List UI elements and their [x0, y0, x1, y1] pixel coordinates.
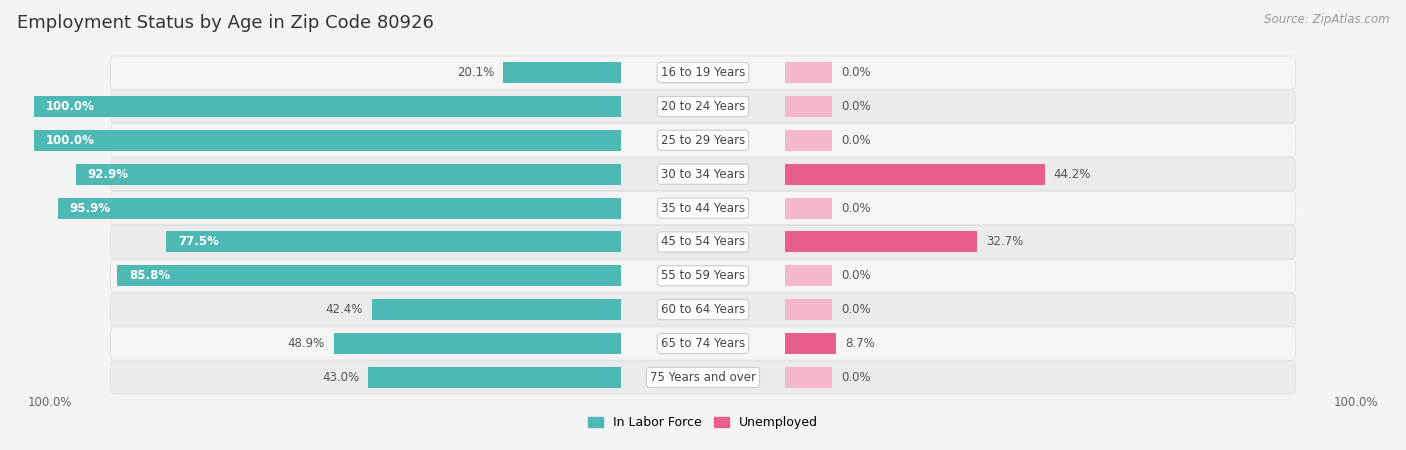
Bar [785, 367, 832, 388]
Bar [785, 130, 832, 151]
Text: 42.4%: 42.4% [326, 303, 363, 316]
Text: 77.5%: 77.5% [177, 235, 219, 248]
FancyBboxPatch shape [110, 124, 1296, 157]
Text: 95.9%: 95.9% [70, 202, 111, 215]
Text: 100.0%: 100.0% [28, 396, 73, 409]
Bar [373, 299, 621, 320]
FancyBboxPatch shape [110, 293, 1296, 326]
Text: 20.1%: 20.1% [457, 66, 494, 79]
Text: 0.0%: 0.0% [841, 371, 870, 384]
Text: 92.9%: 92.9% [87, 168, 128, 181]
Bar [333, 333, 621, 354]
FancyBboxPatch shape [110, 192, 1296, 225]
Legend: In Labor Force, Unemployed: In Labor Force, Unemployed [583, 411, 823, 434]
Text: 20 to 24 Years: 20 to 24 Years [661, 100, 745, 113]
Text: 45 to 54 Years: 45 to 54 Years [661, 235, 745, 248]
Text: 48.9%: 48.9% [288, 337, 325, 350]
Bar [785, 231, 977, 252]
Text: Source: ZipAtlas.com: Source: ZipAtlas.com [1264, 14, 1389, 27]
Text: 44.2%: 44.2% [1053, 168, 1091, 181]
Text: 0.0%: 0.0% [841, 66, 870, 79]
Bar [785, 164, 1045, 184]
Text: Employment Status by Age in Zip Code 80926: Employment Status by Age in Zip Code 809… [17, 14, 433, 32]
Bar [785, 333, 837, 354]
Text: 30 to 34 Years: 30 to 34 Years [661, 168, 745, 181]
FancyBboxPatch shape [110, 225, 1296, 258]
Bar [785, 266, 832, 286]
Text: 65 to 74 Years: 65 to 74 Years [661, 337, 745, 350]
Text: 35 to 44 Years: 35 to 44 Years [661, 202, 745, 215]
Text: 25 to 29 Years: 25 to 29 Years [661, 134, 745, 147]
Text: 0.0%: 0.0% [841, 269, 870, 282]
Text: 75 Years and over: 75 Years and over [650, 371, 756, 384]
Text: 16 to 19 Years: 16 to 19 Years [661, 66, 745, 79]
Bar [166, 231, 621, 252]
Bar [34, 130, 621, 151]
Bar [785, 198, 832, 219]
Text: 60 to 64 Years: 60 to 64 Years [661, 303, 745, 316]
Bar [785, 62, 832, 83]
Text: 32.7%: 32.7% [986, 235, 1024, 248]
Text: 55 to 59 Years: 55 to 59 Years [661, 269, 745, 282]
FancyBboxPatch shape [110, 90, 1296, 123]
Bar [368, 367, 621, 388]
FancyBboxPatch shape [110, 361, 1296, 394]
Text: 85.8%: 85.8% [129, 269, 170, 282]
Bar [34, 96, 621, 117]
Text: 43.0%: 43.0% [322, 371, 360, 384]
FancyBboxPatch shape [110, 259, 1296, 292]
Bar [503, 62, 621, 83]
Bar [785, 96, 832, 117]
FancyBboxPatch shape [110, 327, 1296, 360]
Text: 100.0%: 100.0% [46, 100, 94, 113]
Text: 0.0%: 0.0% [841, 303, 870, 316]
Text: 100.0%: 100.0% [46, 134, 94, 147]
Text: 0.0%: 0.0% [841, 134, 870, 147]
Text: 8.7%: 8.7% [845, 337, 875, 350]
Text: 100.0%: 100.0% [1333, 396, 1378, 409]
Text: 0.0%: 0.0% [841, 202, 870, 215]
Bar [785, 299, 832, 320]
FancyBboxPatch shape [110, 158, 1296, 191]
Bar [58, 198, 621, 219]
Bar [76, 164, 621, 184]
Bar [117, 266, 621, 286]
FancyBboxPatch shape [110, 56, 1296, 89]
Text: 0.0%: 0.0% [841, 100, 870, 113]
